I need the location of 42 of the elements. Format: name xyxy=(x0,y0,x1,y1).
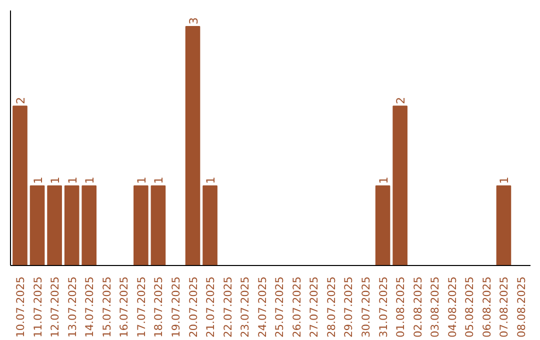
x-tick-label: 20.07.2025 xyxy=(186,276,200,338)
x-tick-label: 06.08.2025 xyxy=(480,276,494,338)
x-tick-label: 11.07.2025 xyxy=(31,276,44,338)
x-tick-label: 19.07.2025 xyxy=(169,276,182,338)
x-tick-label: 29.07.2025 xyxy=(342,276,356,338)
x-tick-label: 23.07.2025 xyxy=(238,276,252,338)
data-label: 2 xyxy=(14,96,28,104)
data-label: 3 xyxy=(186,17,200,24)
x-tick-label: 18.07.2025 xyxy=(152,276,166,338)
x-tick-label: 01.08.2025 xyxy=(394,276,408,338)
x-tick-label: 16.07.2025 xyxy=(118,276,131,338)
data-label: 1 xyxy=(48,176,62,184)
x-tick-label: 31.07.2025 xyxy=(376,276,390,338)
x-tick-label: 08.08.2025 xyxy=(515,276,528,338)
x-tick-label: 24.07.2025 xyxy=(256,276,269,338)
data-label: 1 xyxy=(204,176,218,184)
x-tick-label: 10.07.2025 xyxy=(14,276,27,338)
x-tick-label: 21.07.2025 xyxy=(204,276,218,338)
x-tick-label: 26.07.2025 xyxy=(290,276,304,338)
x-tick-label: 02.08.2025 xyxy=(411,276,424,338)
data-label: 1 xyxy=(30,176,45,184)
x-tick-label: 07.08.2025 xyxy=(498,276,511,338)
x-tick-label: 25.07.2025 xyxy=(273,276,286,338)
x-tick-label: 04.08.2025 xyxy=(446,276,459,338)
data-label: 1 xyxy=(65,176,80,184)
x-tick-label: 13.07.2025 xyxy=(66,276,79,338)
x-tick-label: 22.07.2025 xyxy=(221,276,234,338)
x-tick-label: 17.07.2025 xyxy=(134,276,148,338)
data-label: 2 xyxy=(394,96,408,104)
data-label: 1 xyxy=(376,176,390,184)
x-tick-label: 27.07.2025 xyxy=(308,276,321,338)
data-label: 1 xyxy=(152,176,166,184)
x-tick-label: 12.07.2025 xyxy=(48,276,62,338)
x-tick-label: 30.07.2025 xyxy=(360,276,373,338)
data-label: 1 xyxy=(82,176,97,184)
x-tick-label: 28.07.2025 xyxy=(324,276,338,338)
x-tick-label: 03.08.2025 xyxy=(428,276,442,338)
data-label: 1 xyxy=(134,176,148,184)
x-tick-label: 14.07.2025 xyxy=(83,276,96,338)
x-tick-label: 15.07.2025 xyxy=(100,276,114,338)
x-tick-label: 05.08.2025 xyxy=(463,276,476,338)
data-label: 1 xyxy=(497,176,512,184)
